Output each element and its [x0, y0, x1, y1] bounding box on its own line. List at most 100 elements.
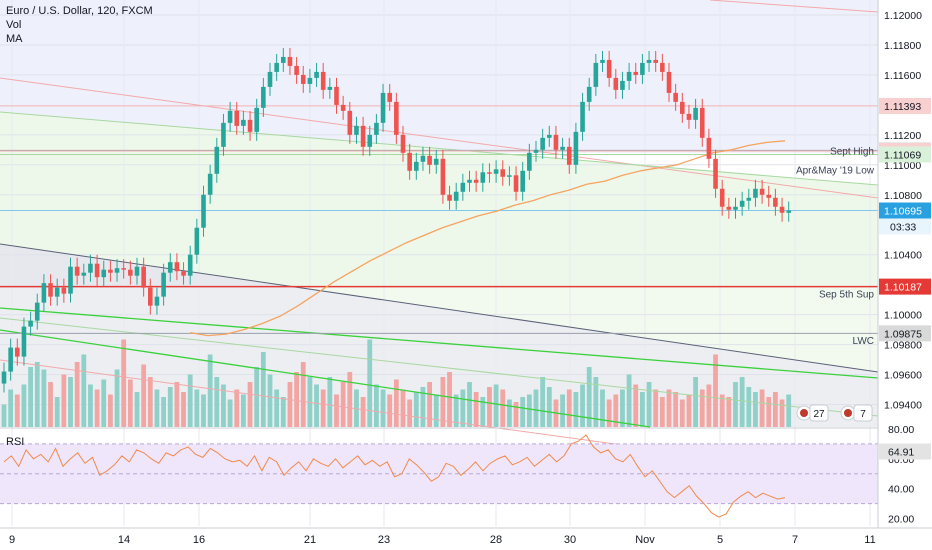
- volume-bar: [221, 384, 226, 427]
- volume-bar: [207, 354, 213, 427]
- rsi-layer: [0, 434, 878, 518]
- volume-bar: [713, 354, 718, 427]
- volume-bar: [413, 392, 419, 427]
- volume-bar: [540, 377, 546, 427]
- candle-body: [640, 62, 645, 75]
- volume-bar: [686, 394, 692, 427]
- candle-body: [360, 125, 366, 147]
- candle-body: [533, 149, 539, 153]
- candle-body: [593, 62, 599, 87]
- annotation-label: Sept High: [830, 146, 874, 157]
- volume-bar: [8, 389, 14, 427]
- volume-indicator-label[interactable]: Vol: [6, 19, 22, 31]
- candle-body: [48, 283, 53, 297]
- volume-bar: [294, 372, 299, 427]
- ma-indicator-label[interactable]: MA: [6, 33, 23, 45]
- time-tick-label: 16: [193, 534, 205, 546]
- volume-bar: [274, 389, 280, 427]
- event-badge-count: 27: [813, 409, 825, 420]
- annotation-label: LWC: [853, 336, 874, 347]
- volume-bar: [300, 362, 306, 427]
- volume-bar: [154, 389, 160, 427]
- volume-bar: [653, 389, 659, 427]
- volume-bar: [679, 399, 685, 427]
- volume-bar: [114, 369, 120, 427]
- candle-body: [440, 158, 446, 195]
- volume-bar: [287, 382, 293, 427]
- volume-bar: [659, 397, 665, 427]
- volume-bar: [393, 379, 399, 427]
- volume-bar: [646, 382, 652, 427]
- candle-body: [719, 188, 725, 207]
- event-flag-dot: [844, 409, 852, 417]
- candle-body: [267, 71, 273, 87]
- descending-resistance-line: [0, 77, 879, 199]
- volume-bar: [34, 362, 40, 427]
- candle-body: [680, 101, 685, 114]
- volume-bar: [593, 377, 599, 427]
- candle-body: [520, 170, 525, 192]
- event-badge-count: 7: [860, 409, 866, 420]
- candle-body: [54, 287, 60, 297]
- candle-body: [374, 122, 379, 135]
- volume-bar: [586, 367, 592, 427]
- candle-body: [779, 206, 785, 213]
- volume-bar: [141, 364, 147, 427]
- rsi-tick-label: 40.00: [888, 484, 914, 496]
- volume-bar: [334, 394, 339, 427]
- candle-body: [334, 86, 339, 105]
- time-axis[interactable]: 9 14 16 21 23 28 30 Nov 5 7 11: [9, 534, 876, 546]
- candle-body: [713, 158, 718, 189]
- volume-bar: [68, 377, 73, 427]
- price-tag: [879, 202, 931, 219]
- candle-body: [128, 269, 133, 276]
- candle-body: [227, 110, 233, 123]
- volume-bar: [387, 394, 393, 427]
- candle-body: [773, 197, 778, 207]
- volume-bar: [467, 382, 472, 427]
- symbol-title[interactable]: Euro / U.S. Dollar, 120, FXCM: [6, 5, 153, 17]
- rsi-current-value: 64.91: [888, 447, 914, 459]
- volume-bar: [739, 377, 745, 427]
- grey-channel-zone: [0, 244, 878, 427]
- price-axis-bg[interactable]: [878, 0, 932, 528]
- candle-layer: [1, 47, 791, 393]
- candle-body: [606, 59, 612, 78]
- candle-body: [433, 158, 439, 165]
- volume-bar: [127, 379, 133, 427]
- candle-body: [620, 80, 625, 90]
- volume-bar: [759, 389, 765, 427]
- candle-body: [347, 110, 353, 135]
- grey-channel-line: [0, 243, 879, 373]
- candle-body: [493, 169, 499, 174]
- volume-bar: [733, 382, 738, 427]
- price-tick-label: 1.09400: [884, 400, 922, 412]
- candle-body: [394, 101, 399, 135]
- candle-body: [666, 71, 672, 93]
- price-tick-label: 1.11600: [884, 70, 921, 82]
- volume-bar: [433, 394, 439, 427]
- volume-bar: [360, 397, 366, 427]
- zone-layer: [0, 0, 878, 427]
- event-badge[interactable]: [853, 404, 873, 422]
- price-axis[interactable]: 1.12000 1.11800 1.11600 1.11200 1.11000 1.108…: [884, 10, 922, 412]
- candle-body: [307, 77, 313, 84]
- volume-bar: [693, 377, 698, 427]
- badge-layer[interactable]: 27 7: [796, 404, 873, 422]
- price-tag: [879, 146, 931, 163]
- volume-bar: [546, 387, 552, 427]
- candle-body: [174, 262, 180, 272]
- rsi-line: [3, 434, 786, 518]
- rsi-indicator-label[interactable]: RSI: [6, 436, 25, 448]
- ma-layer: [189, 140, 786, 337]
- candle-body: [407, 152, 412, 171]
- volume-bar: [473, 392, 479, 427]
- event-badge[interactable]: [809, 404, 829, 422]
- time-axis-bg[interactable]: [0, 528, 932, 550]
- volume-layer: [1, 339, 792, 427]
- candle-body: [753, 188, 758, 198]
- candle-body: [706, 137, 712, 159]
